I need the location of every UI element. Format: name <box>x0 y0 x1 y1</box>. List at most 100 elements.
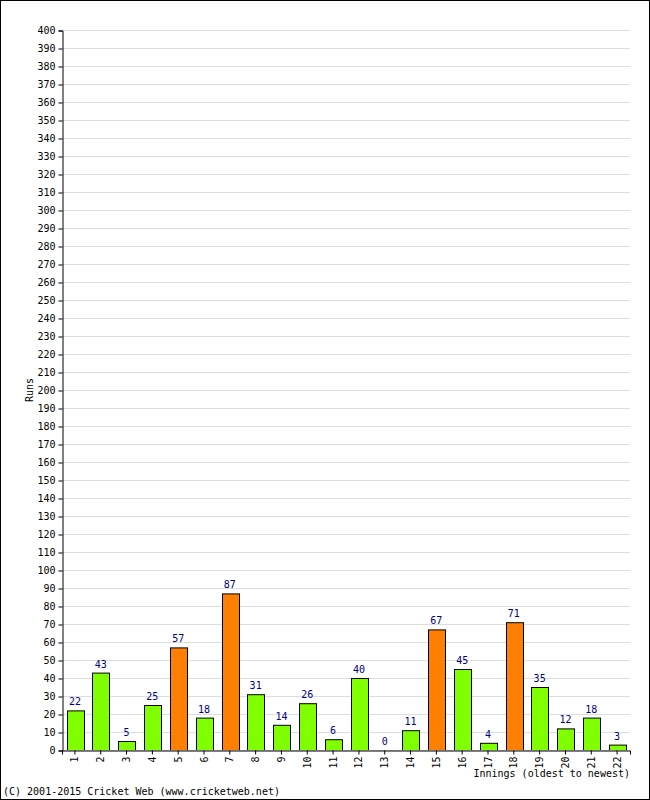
x-tick-label: 11 <box>328 757 339 769</box>
grid-line <box>62 660 630 661</box>
y-tick: 90 <box>43 583 62 594</box>
grid-line <box>62 210 630 211</box>
y-tick: 400 <box>37 25 62 36</box>
grid-line <box>62 120 630 121</box>
data-label: 12 <box>559 714 571 725</box>
y-tick: 30 <box>43 691 62 702</box>
grid-line <box>62 192 630 193</box>
y-tick-mark <box>59 265 63 266</box>
x-tick-mark <box>126 751 127 755</box>
y-tick: 360 <box>37 97 62 108</box>
y-tick: 210 <box>37 367 62 378</box>
y-tick: 320 <box>37 169 62 180</box>
x-tick-mark <box>358 751 359 755</box>
x-tick-label: 8 <box>250 757 261 763</box>
x-tick: 7 <box>224 751 235 763</box>
x-tick-mark <box>617 751 618 755</box>
bar <box>326 740 343 750</box>
x-tick-label: 17 <box>483 757 494 769</box>
y-tick-mark <box>59 31 63 32</box>
data-label: 35 <box>534 673 546 684</box>
y-tick-mark <box>59 247 63 248</box>
x-tick-label: 4 <box>147 757 158 763</box>
y-tick: 200 <box>37 385 62 396</box>
y-tick-label: 220 <box>37 349 55 360</box>
y-tick: 370 <box>37 79 62 90</box>
bar <box>584 718 601 750</box>
y-tick-mark <box>59 571 63 572</box>
y-tick: 170 <box>37 439 62 450</box>
y-tick-mark <box>59 301 63 302</box>
x-tick: 15 <box>431 751 442 769</box>
y-tick-label: 30 <box>43 691 55 702</box>
x-tick-label: 20 <box>560 757 571 769</box>
y-tick-label: 340 <box>37 133 55 144</box>
grid-line <box>62 336 630 337</box>
footer-note: (C) 2001-2015 Cricket Web (www.cricketwe… <box>3 786 280 797</box>
x-tick-label: 18 <box>508 757 519 769</box>
y-tick-label: 360 <box>37 97 55 108</box>
y-tick-mark <box>59 463 63 464</box>
x-tick: 1 <box>69 751 80 763</box>
y-tick-label: 150 <box>37 475 55 486</box>
grid-line <box>62 30 630 31</box>
grid-line <box>62 174 630 175</box>
y-tick-mark <box>59 85 63 86</box>
x-tick-mark <box>384 751 385 755</box>
y-tick-label: 210 <box>37 367 55 378</box>
y-axis-line <box>59 31 64 751</box>
grid-line <box>62 84 630 85</box>
bar <box>403 731 420 750</box>
x-tick-mark <box>565 751 566 755</box>
y-tick-mark <box>59 517 63 518</box>
x-tick: 10 <box>302 751 313 769</box>
y-axis-title: Runs <box>24 378 35 402</box>
y-tick-label: 230 <box>37 331 55 342</box>
x-tick-label: 7 <box>224 757 235 763</box>
y-tick: 250 <box>37 295 62 306</box>
data-label: 11 <box>405 716 417 727</box>
bar <box>197 718 214 750</box>
y-tick-label: 190 <box>37 403 55 414</box>
y-tick-label: 70 <box>43 619 55 630</box>
x-tick-mark <box>281 751 282 755</box>
x-tick-mark <box>152 751 153 755</box>
y-tick-label: 350 <box>37 115 55 126</box>
grid-line <box>62 498 630 499</box>
x-tick-mark <box>591 751 592 755</box>
grid-line <box>62 228 630 229</box>
x-tick: 14 <box>405 751 416 769</box>
y-tick-mark <box>59 607 63 608</box>
data-label: 31 <box>250 680 262 691</box>
y-tick-mark <box>59 373 63 374</box>
y-tick: 10 <box>43 727 62 738</box>
y-tick-label: 80 <box>43 601 55 612</box>
y-tick: 240 <box>37 313 62 324</box>
bar <box>274 725 291 750</box>
data-label: 57 <box>172 633 184 644</box>
y-tick-label: 90 <box>43 583 55 594</box>
bar <box>119 742 136 751</box>
y-tick-label: 250 <box>37 295 55 306</box>
y-tick-label: 200 <box>37 385 55 396</box>
data-label: 25 <box>146 691 158 702</box>
y-tick: 190 <box>37 403 62 414</box>
y-tick: 120 <box>37 529 62 540</box>
y-axis: 0102030405060708090100110120130140150160… <box>37 25 63 756</box>
grid-line <box>62 444 630 445</box>
data-label: 14 <box>275 711 287 722</box>
grid-line <box>62 516 630 517</box>
data-label: 4 <box>485 729 491 740</box>
x-tick: 22 <box>612 751 623 769</box>
y-tick-mark <box>59 157 63 158</box>
grid-line <box>62 282 630 283</box>
y-tick: 340 <box>37 133 62 144</box>
y-tick-mark <box>59 49 63 50</box>
y-tick-label: 180 <box>37 421 55 432</box>
y-tick: 220 <box>37 349 62 360</box>
data-label: 18 <box>585 704 597 715</box>
x-tick-mark <box>436 751 437 755</box>
y-tick-mark <box>59 229 63 230</box>
y-tick-label: 50 <box>43 655 55 666</box>
x-tick-label: 10 <box>302 757 313 769</box>
